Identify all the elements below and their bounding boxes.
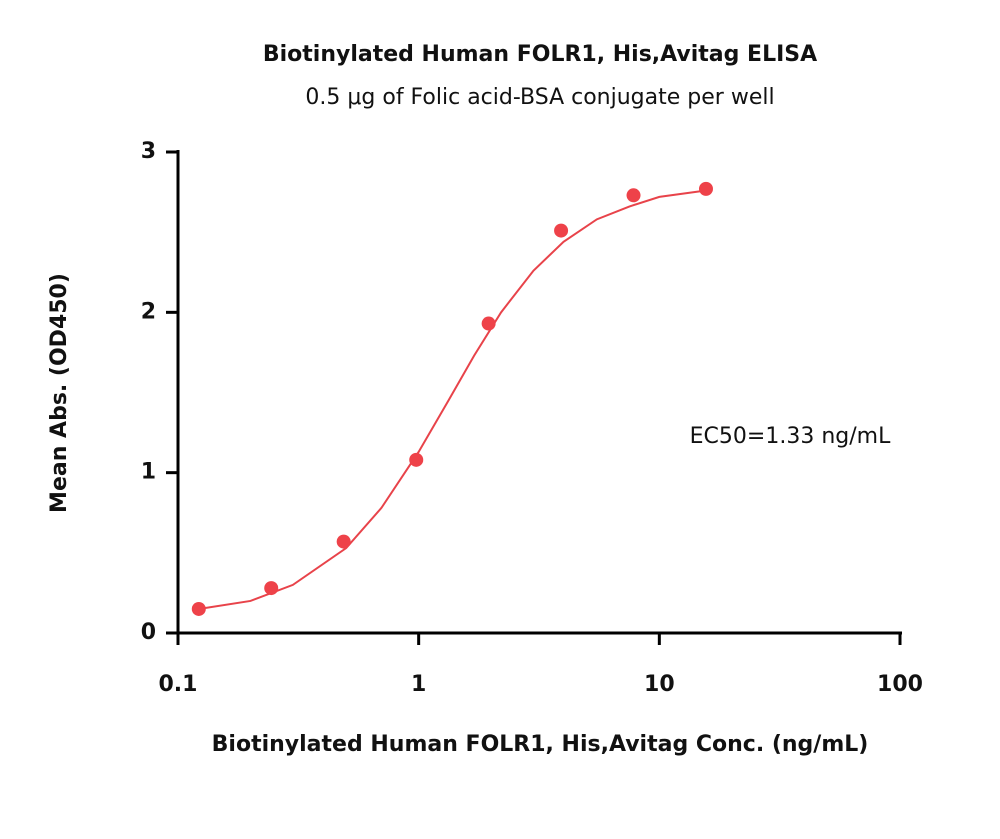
data-point xyxy=(409,452,424,467)
x-tick-label: 100 xyxy=(877,672,923,697)
annotation: EC50=1.33 ng/mL xyxy=(690,424,891,449)
data-point xyxy=(698,181,713,196)
data-point xyxy=(336,534,351,549)
chart-subtitle: 0.5 μg of Folic acid-BSA conjugate per w… xyxy=(305,85,774,110)
x-tick-label: 1 xyxy=(411,672,426,697)
y-tick-label: 0 xyxy=(141,620,156,645)
data-point xyxy=(264,581,279,596)
fit-curve xyxy=(198,189,707,610)
x-tick-label: 10 xyxy=(644,672,675,697)
data-point xyxy=(191,601,206,616)
y-tick-label: 3 xyxy=(141,139,156,164)
x-axis-label: Biotinylated Human FOLR1, His,Avitag Con… xyxy=(212,732,869,757)
y-tick-label: 1 xyxy=(141,460,156,485)
y-axis-label: Mean Abs. (OD450) xyxy=(47,273,72,513)
x-tick-label: 0.1 xyxy=(159,672,198,697)
y-tick-label: 2 xyxy=(141,299,156,324)
data-point xyxy=(481,316,496,331)
chart-title: Biotinylated Human FOLR1, His,Avitag ELI… xyxy=(263,42,817,67)
data-point xyxy=(626,188,641,203)
data-point xyxy=(554,223,569,238)
